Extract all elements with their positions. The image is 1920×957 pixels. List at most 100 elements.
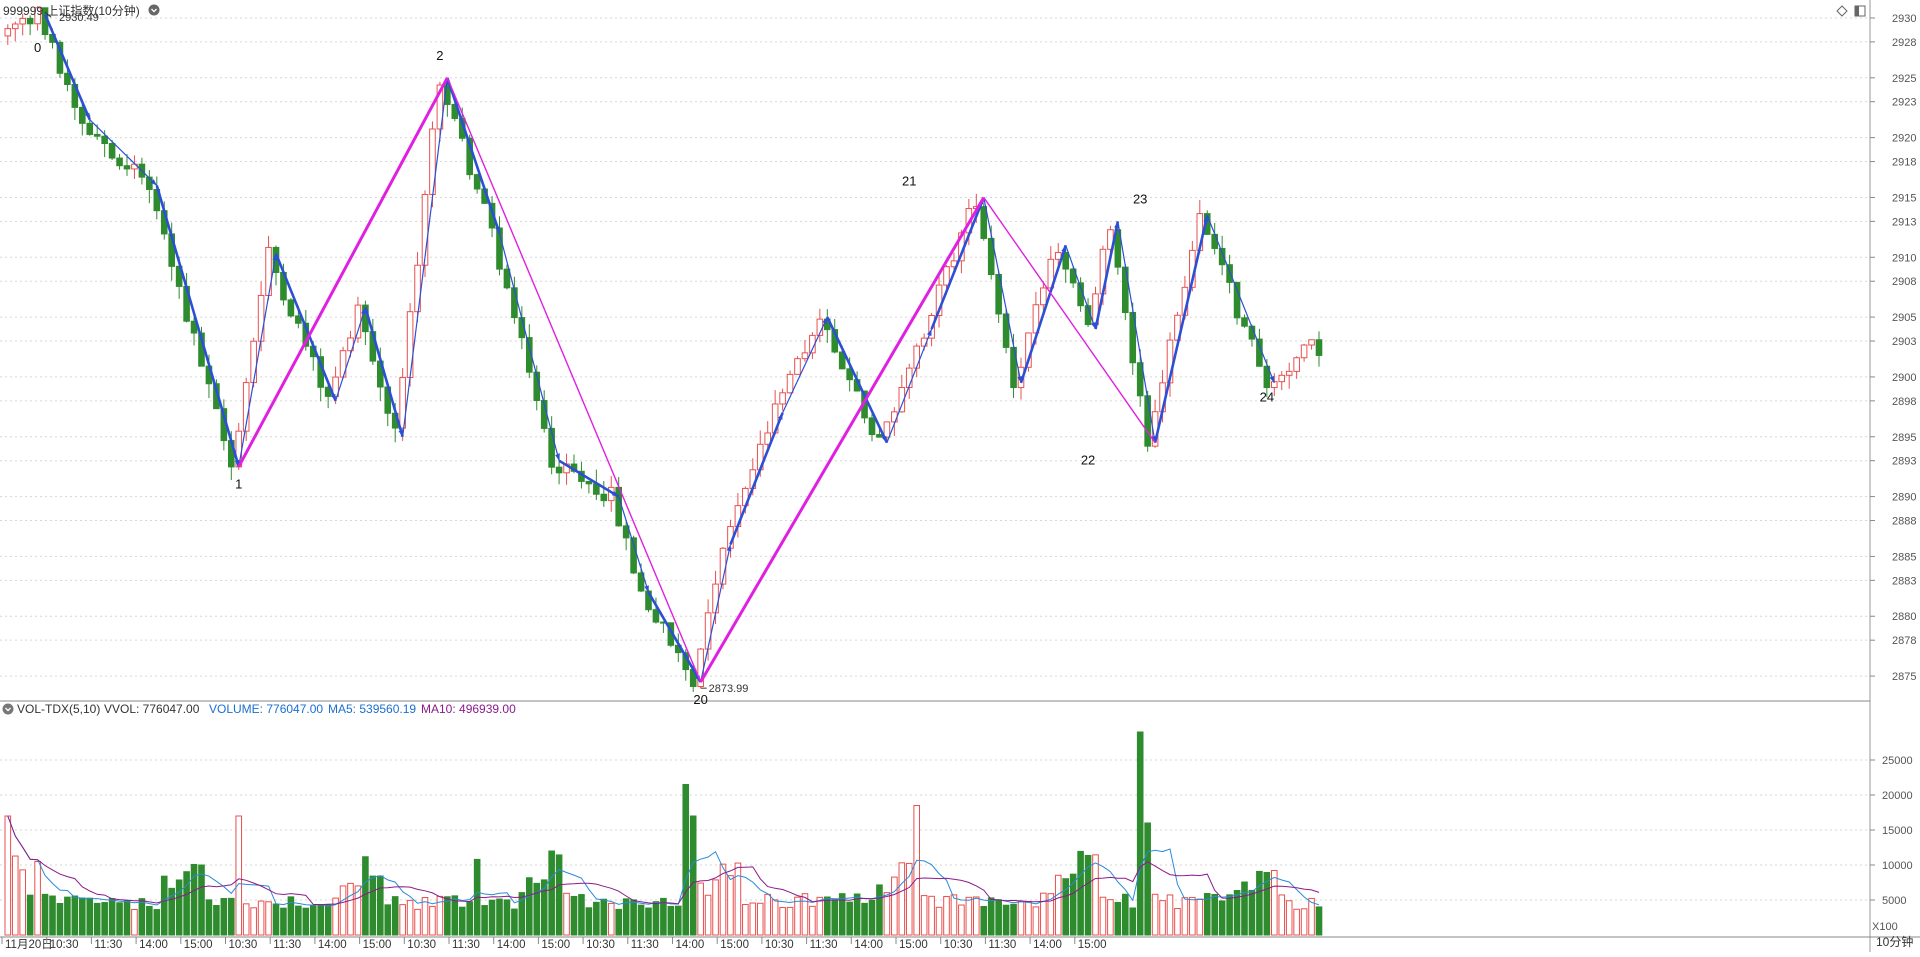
volume-bar [138,898,146,936]
time-tick-label: 11:30 [988,939,1016,951]
swing-label: 21 [902,173,916,188]
volume-bar [168,887,175,936]
price-tick-label: 2883 [1892,575,1916,587]
volume-bar [995,899,1002,936]
zigzag-magenta-segment [237,77,449,468]
candle-up [436,84,444,130]
candle-up [332,376,339,397]
candle-down [1002,313,1010,348]
chevron-down-circle-icon[interactable] [148,4,160,16]
volume-bar [734,862,742,936]
time-tick-label: 11:30 [452,939,480,951]
zigzag-arrowhead [644,585,649,593]
volume-bar [175,879,183,936]
volume-bar [488,899,496,936]
candle-up [794,358,801,375]
volume-bar [801,893,809,936]
volume-bar [1151,893,1159,936]
candle-up [779,392,786,405]
volume-bar [1241,881,1248,936]
zigzag-lines [43,13,1275,683]
volume-bar [205,899,213,936]
candle-down [295,315,302,324]
volume-bar [958,904,965,936]
panel-toggle-icon[interactable] [1854,5,1866,17]
candle-down [26,17,34,25]
volume-bar [1315,906,1323,936]
volume-bar [637,904,645,936]
zigzag-blue-segment [1019,244,1067,384]
zigzag-blue-segment [364,307,404,438]
volume-bar [1226,894,1233,936]
chevron-down-circle-icon[interactable] [2,703,14,715]
volume-bar [689,815,697,936]
candle-down [1233,281,1241,319]
candle-down [548,427,555,468]
price-tick-label: 2930 [1892,13,1916,25]
volume-bar [49,895,56,936]
volume-bar [406,899,414,936]
volume-bar [831,899,839,936]
volume-bar [1099,896,1107,936]
swing-labels: 0 1 2 20 21 22 23 24 2930.49 2873.99 [34,11,1274,707]
volume-bar [332,897,339,936]
candle-down [1062,252,1070,270]
volume-bar [250,907,257,936]
time-tick-label: 11月20日 [5,939,53,951]
zigzag-arrowhead [495,226,500,234]
volume-bar [444,896,451,936]
volume-bar [1136,731,1144,936]
volume-bar [116,902,123,936]
candle-up [943,266,950,286]
candle-down [108,143,116,159]
volume-bar [399,904,406,936]
candle-up [712,583,719,614]
volume-bar [11,855,19,936]
volume-bar [555,854,563,936]
candle-down [615,486,623,527]
volume-bar [1122,893,1129,936]
candle-up [4,28,12,37]
volume-bar [1144,822,1151,936]
volume-bar [56,902,64,936]
zigzag-blue-segment [1206,215,1275,384]
price-axis: 2875 2878 2880 2883 2885 2888 2890 2893 2895 2898… [1870,13,1916,683]
candle-down [1226,264,1233,283]
zigzag-blue-segment [700,544,732,683]
zigzag-blue-segment [1153,215,1209,444]
candle-up [399,377,406,429]
volume-bar [630,899,637,936]
diamond-icon[interactable] [1836,5,1848,17]
vol-volume: VOLUME: 776047.00 [209,702,323,716]
candle-up [421,193,429,266]
candle-down [622,525,630,539]
zigzag-arrowhead [1269,375,1275,383]
high-label: 2930.49 [59,12,99,24]
candle-up [11,23,19,30]
vol-indicator-name: VOL-TDX(5,10) [17,702,100,716]
zigzag-arrowhead [926,329,932,337]
volume-bar [347,882,354,936]
volume-bar [1174,907,1181,936]
zigzag-blue-segment [498,233,560,461]
volume-bar [302,907,310,936]
volume-bar [71,895,79,936]
price-tick-label: 2895 [1892,432,1916,444]
volume-bar [585,907,593,936]
volume-bar [265,901,272,936]
candle-down [846,368,853,381]
volume-bar [660,897,667,936]
candle-up [1285,370,1293,376]
volume-bar [920,895,928,936]
candle-up [1040,287,1047,306]
candle-up [1293,357,1300,372]
volume-bar [108,898,116,936]
volume-bar [771,899,779,936]
volume-tick-label: 15000 [1882,825,1913,837]
volume-bar [578,894,585,936]
candle-up [883,421,891,438]
volume-bar [697,882,704,936]
candle-down [1136,362,1144,397]
volume-bar [41,893,49,936]
candle-up [414,264,421,313]
